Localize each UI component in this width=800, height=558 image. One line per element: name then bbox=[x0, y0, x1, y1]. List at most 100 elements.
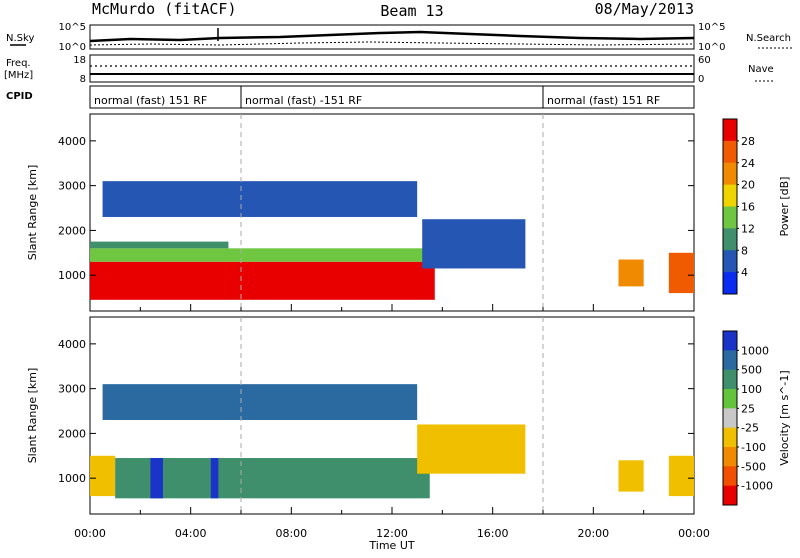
freq-label-1: Freq. bbox=[6, 58, 31, 69]
velocity-panel: 1000 2000 3000 4000 Slant Range [km] 1000 500 1… bbox=[26, 316, 791, 515]
colorbar-tick-label: 1000 bbox=[741, 344, 769, 357]
power-region bbox=[90, 241, 229, 249]
y-tick-label: 3000 bbox=[58, 383, 86, 396]
colorbar-swatch bbox=[723, 119, 737, 142]
x-tick-label: 00:00 bbox=[678, 527, 710, 540]
colorbar-swatch bbox=[723, 485, 737, 506]
velocity-y-label: Slant Range [km] bbox=[26, 368, 39, 464]
radar-title: McMurdo (fitACF) bbox=[92, 0, 237, 18]
cpid-segments: normal (fast) 151 RF normal (fast) -151 R… bbox=[94, 86, 660, 108]
colorbar-tick-label: 4 bbox=[741, 266, 748, 279]
power-region bbox=[90, 248, 435, 262]
colorbar-tick-label: 16 bbox=[741, 201, 755, 214]
cpid-segment-label: normal (fast) 151 RF bbox=[94, 94, 207, 107]
power-colorbar-title: Power [dB] bbox=[778, 177, 791, 237]
velocity-region bbox=[618, 460, 644, 492]
heatmap-panels: 1000 2000 3000 4000 Slant Range [km] 4 8 12 16 20… bbox=[26, 113, 791, 515]
colorbar-swatch bbox=[723, 350, 737, 371]
velocity-region bbox=[417, 424, 526, 474]
x-tick-label: 08:00 bbox=[275, 527, 307, 540]
colorbar-tick-label: -500 bbox=[741, 460, 766, 473]
colorbar-swatch bbox=[723, 228, 737, 251]
colorbar-tick-label: -100 bbox=[741, 441, 766, 454]
noise-left-tick-top: 10^5 bbox=[59, 22, 86, 33]
colorbar-swatch bbox=[723, 206, 737, 229]
freq-left-tick-bottom: 8 bbox=[80, 74, 86, 85]
colorbar-tick-label: -25 bbox=[741, 422, 759, 435]
noise-panel-frame bbox=[89, 24, 695, 50]
colorbar-frame bbox=[722, 330, 738, 506]
power-y-label: Slant Range [km] bbox=[26, 165, 39, 261]
colorbar-tick-label: 24 bbox=[741, 157, 755, 170]
noise-right-tick-top: 10^5 bbox=[698, 22, 725, 33]
colorbar-swatch bbox=[723, 389, 737, 409]
nave-label: Nave bbox=[748, 64, 774, 75]
colorbar-swatch bbox=[723, 162, 737, 186]
colorbar-swatch bbox=[723, 250, 737, 273]
noise-sky-line bbox=[89, 30, 695, 43]
colorbar-swatch bbox=[723, 427, 737, 448]
beam-title: Beam 13 bbox=[380, 2, 443, 20]
velocity-region bbox=[210, 458, 219, 499]
y-tick-label: 1000 bbox=[58, 472, 86, 485]
date-title: 08/May/2013 bbox=[595, 0, 694, 18]
nsearch-label: N.Search bbox=[746, 33, 791, 44]
freq-panel-frame bbox=[89, 54, 695, 83]
colorbar-swatch bbox=[723, 408, 737, 429]
x-tick-label: 12:00 bbox=[376, 527, 408, 540]
colorbar-tick-label: 28 bbox=[741, 135, 755, 148]
velocity-region bbox=[115, 458, 430, 499]
power-region bbox=[90, 261, 435, 300]
y-tick-label: 2000 bbox=[58, 224, 86, 237]
velocity-colorbar-title: Velocity [m s^-1] bbox=[778, 370, 791, 465]
cpid-segment-label: normal (fast) -151 RF bbox=[245, 94, 362, 107]
x-tick-label: 04:00 bbox=[175, 527, 207, 540]
colorbar-swatch bbox=[723, 140, 737, 164]
y-tick-label: 4000 bbox=[58, 338, 86, 351]
y-tick-label: 1000 bbox=[58, 269, 86, 282]
velocity-region bbox=[668, 455, 694, 497]
y-tick-label: 2000 bbox=[58, 427, 86, 440]
noise-right-tick-bottom: 10^0 bbox=[698, 42, 725, 53]
colorbar-tick-label: 20 bbox=[741, 179, 755, 192]
velocity-region bbox=[150, 458, 163, 499]
freq-left-tick-top: 18 bbox=[73, 55, 86, 66]
colorbar-swatch bbox=[723, 272, 737, 295]
y-tick-label: 4000 bbox=[58, 135, 86, 148]
nsky-label: N.Sky bbox=[6, 33, 34, 44]
colorbar-swatch bbox=[723, 447, 737, 467]
colorbar-tick-label: 12 bbox=[741, 222, 755, 235]
colorbar-tick-label: 8 bbox=[741, 244, 748, 257]
power-region bbox=[102, 181, 418, 217]
freq-label-2: [MHz] bbox=[4, 70, 33, 81]
velocity-region bbox=[102, 384, 418, 420]
x-axis-label: Time UT bbox=[368, 539, 414, 552]
colorbar-swatch bbox=[723, 331, 737, 351]
colorbar-tick-label: 100 bbox=[741, 383, 762, 396]
freq-right-tick-top: 60 bbox=[698, 55, 711, 66]
x-tick-label: 20:00 bbox=[577, 527, 609, 540]
colorbar-swatch bbox=[723, 184, 737, 207]
colorbar-tick-label: 500 bbox=[741, 364, 762, 377]
colorbar-tick-label: -1000 bbox=[741, 480, 773, 493]
colorbar-swatch bbox=[723, 369, 737, 390]
cpid-label: CPID bbox=[6, 91, 33, 102]
power-region bbox=[618, 259, 644, 287]
x-tick-label: 16:00 bbox=[477, 527, 509, 540]
cpid-segment-label: normal (fast) 151 RF bbox=[547, 94, 660, 107]
x-tick-label: 00:00 bbox=[74, 527, 106, 540]
velocity-region bbox=[90, 455, 116, 497]
noise-search-line bbox=[89, 41, 695, 46]
power-region bbox=[422, 219, 526, 269]
power-region bbox=[668, 252, 694, 294]
x-axis: 00:00 04:00 08:00 12:00 16:00 20:00 00:00 bbox=[74, 527, 710, 540]
cpid-panel-frame bbox=[89, 85, 695, 109]
y-tick-label: 3000 bbox=[58, 180, 86, 193]
power-panel: 1000 2000 3000 4000 Slant Range [km] 4 8 12 16 20… bbox=[26, 113, 791, 312]
colorbar-tick-label: 25 bbox=[741, 402, 755, 415]
freq-right-tick-bottom: 0 bbox=[698, 74, 704, 85]
colorbar-swatch bbox=[723, 466, 737, 487]
noise-left-tick-bottom: 10^0 bbox=[59, 42, 86, 53]
